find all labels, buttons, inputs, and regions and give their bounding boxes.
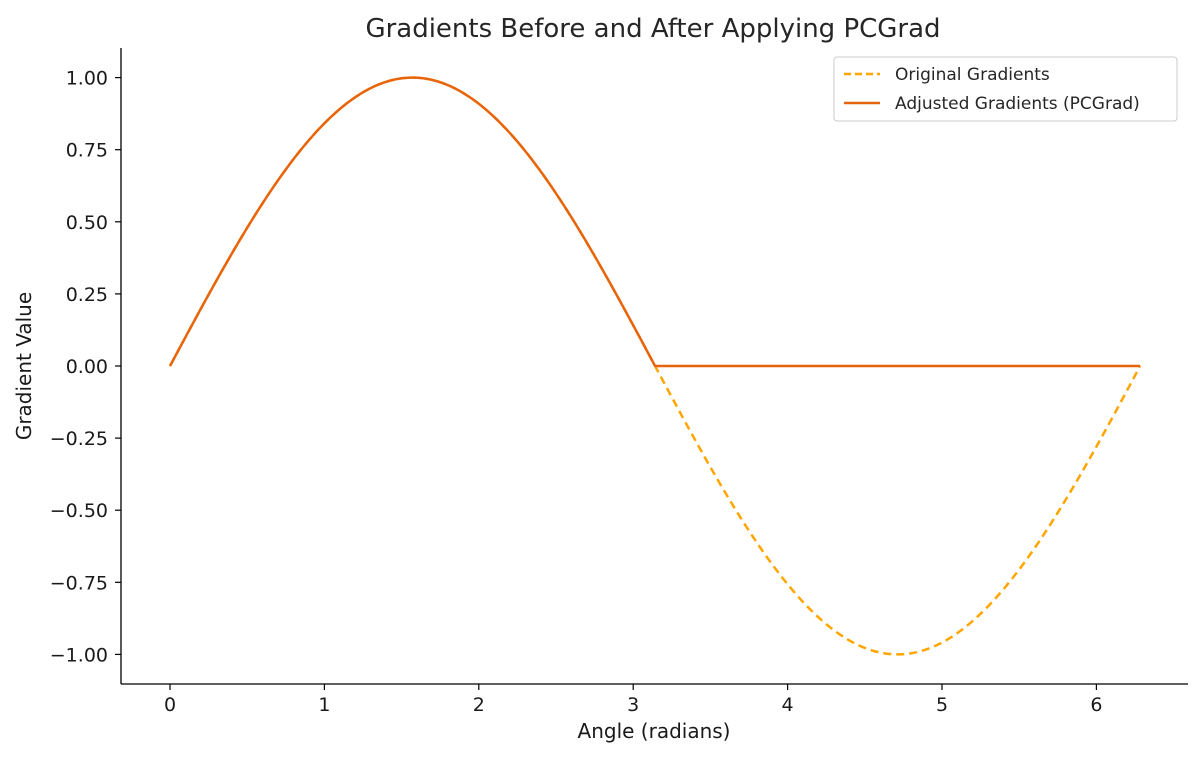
- y-tick-label: −0.50: [50, 500, 108, 522]
- y-tick-label: −0.75: [50, 572, 108, 594]
- x-axis-label: Angle (radians): [578, 719, 731, 743]
- y-tick-label: 0.25: [66, 284, 108, 306]
- y-tick-label: 1.00: [66, 68, 108, 90]
- y-ticks: 1.00 0.75 0.50 0.25 0.00 −0.25 −0.50 −0.75 −1.00: [50, 68, 121, 666]
- x-tick-label: 5: [936, 694, 948, 716]
- x-tick-label: 4: [782, 694, 794, 716]
- chart-title: Gradients Before and After Applying PCGr…: [365, 14, 940, 44]
- y-tick-label: 0.50: [66, 212, 108, 234]
- x-ticks: 0 1 2 3 4 5 6: [164, 684, 1102, 716]
- legend: Original Gradients Adjusted Gradients (P…: [833, 56, 1178, 122]
- series-line-adjusted: [168, 76, 1141, 368]
- y-tick-label: −1.00: [50, 644, 108, 666]
- x-tick-label: 2: [473, 694, 485, 716]
- x-tick-label: 3: [627, 694, 639, 716]
- x-tick-label: 0: [164, 694, 176, 716]
- legend-label-adjusted: Adjusted Gradients (PCGrad): [895, 94, 1140, 114]
- legend-frame: [833, 56, 1178, 122]
- x-tick-label: 1: [318, 694, 330, 716]
- y-tick-label: −0.25: [50, 428, 108, 450]
- y-axis-label: Gradient Value: [12, 292, 36, 440]
- y-tick-label: 0.75: [66, 140, 108, 162]
- y-tick-label: 0.00: [66, 356, 108, 378]
- x-tick-label: 6: [1090, 694, 1102, 716]
- series-layer: [168, 76, 1142, 656]
- plot-area: 0 1 2 3 4 5 6 1.00 0.75 0.50 0.25 0.00 −0.25 −0.50 −0…: [50, 48, 1188, 716]
- legend-label-original: Original Gradients: [895, 65, 1050, 85]
